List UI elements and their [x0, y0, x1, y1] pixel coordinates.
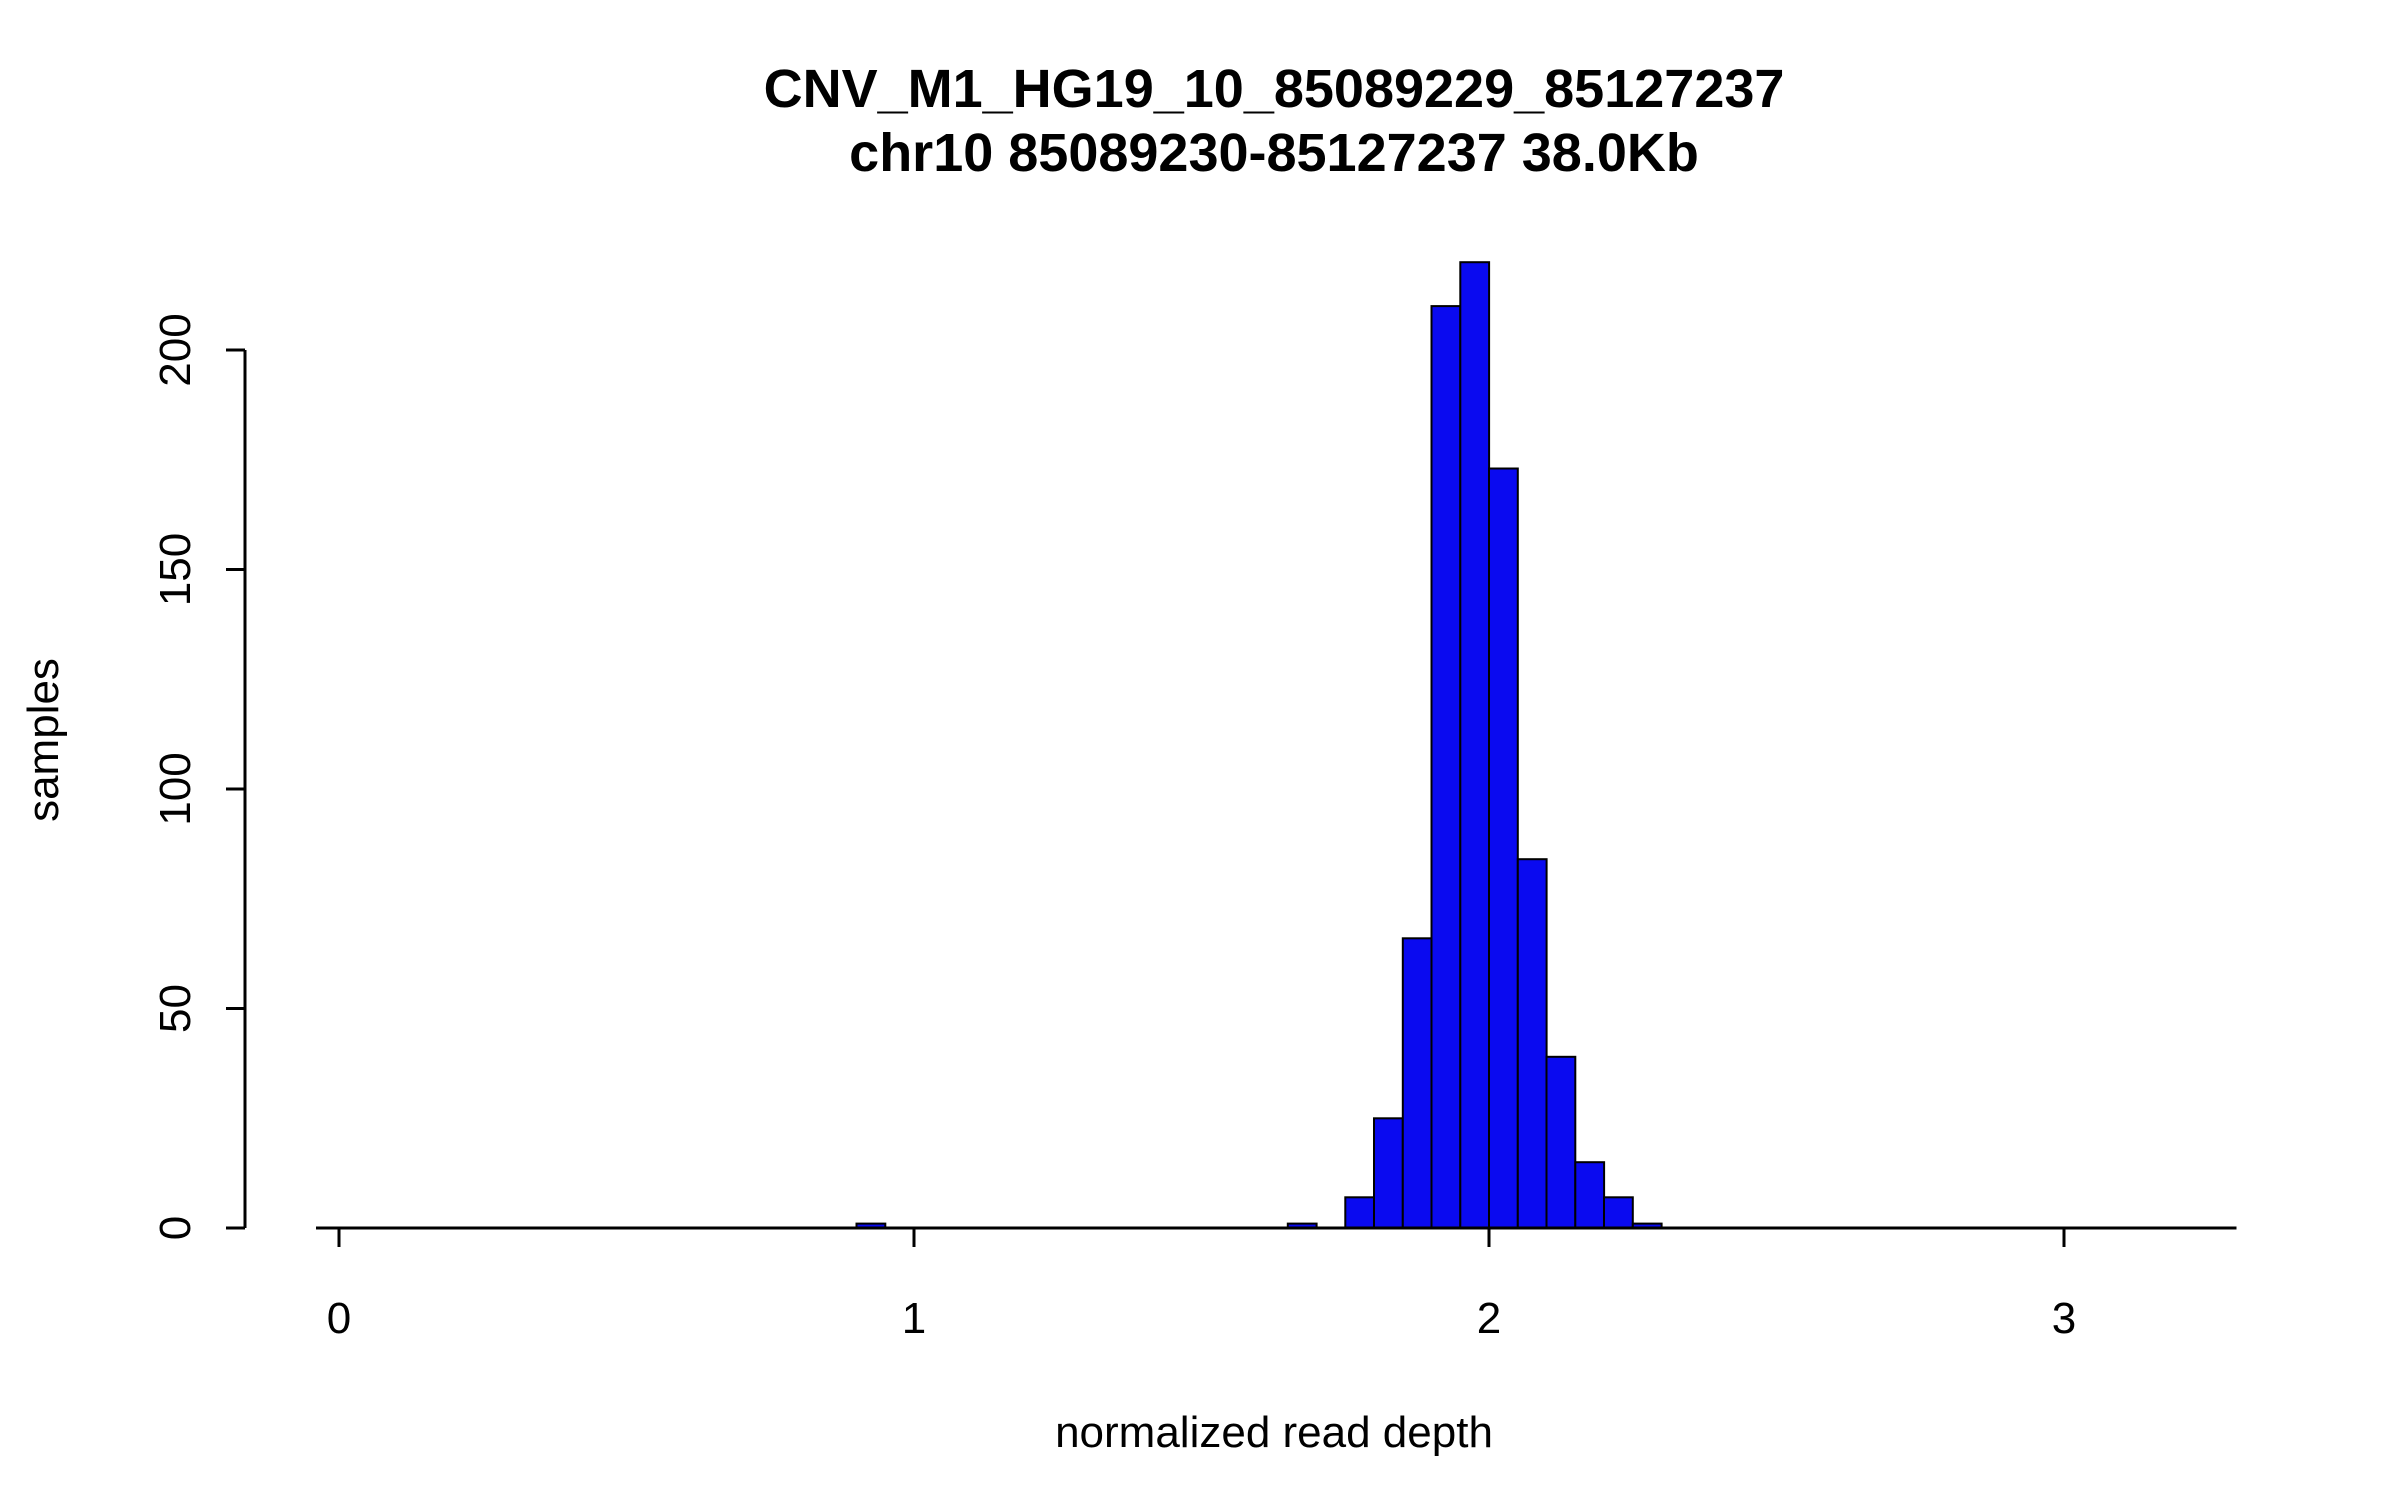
histogram-bar	[1401, 937, 1433, 1229]
histogram-bar	[1488, 467, 1519, 1229]
x-tick-label: 2	[1477, 1294, 1501, 1343]
histogram-bar	[1344, 1196, 1376, 1230]
y-tick-label: 100	[151, 752, 200, 825]
y-axis-title: samples	[19, 658, 68, 822]
y-tick-label: 200	[151, 313, 200, 386]
histogram-bar	[1574, 1161, 1606, 1229]
y-tick-label: 150	[151, 533, 200, 606]
y-tick-label: 0	[151, 1216, 200, 1240]
x-tick-label: 3	[2052, 1294, 2076, 1343]
y-tick-label: 50	[151, 984, 200, 1033]
histogram-bar	[1516, 858, 1548, 1229]
histogram-bar	[1459, 261, 1491, 1229]
x-tick-label: 0	[327, 1294, 351, 1343]
x-tick-label: 1	[902, 1294, 926, 1343]
histogram-bar	[1603, 1196, 1634, 1230]
histogram-bar	[1430, 305, 1462, 1230]
x-axis-title: normalized read depth	[1055, 1408, 1493, 1457]
histogram-bar	[1545, 1055, 1577, 1230]
chart-title: CNV_M1_HG19_10_85089229_85127237	[763, 59, 1785, 119]
chart-subtitle: chr10 85089230-85127237 38.0Kb	[849, 123, 1699, 183]
histogram-bar	[1373, 1117, 1404, 1230]
